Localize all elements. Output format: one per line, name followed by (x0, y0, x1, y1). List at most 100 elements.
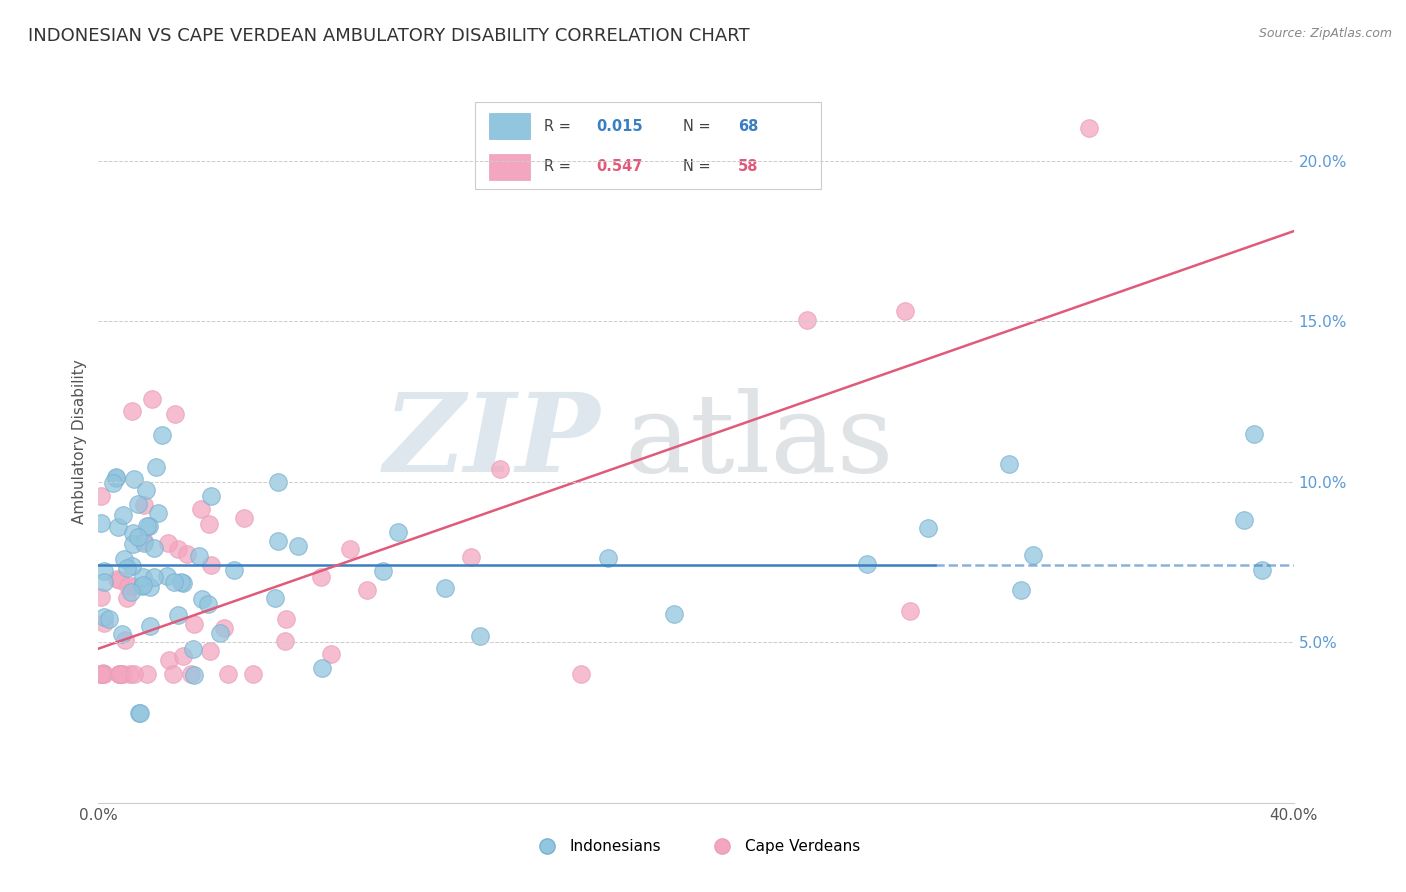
Point (309, 570, 332, 584)
Point (173, 649, 195, 664)
Point (181, 641, 204, 656)
Point (200, 558, 222, 572)
Point (156, 535, 179, 549)
Point (662, 607, 685, 621)
Point (129, 706, 152, 720)
Point (93, 564, 115, 578)
Point (998, 457, 1021, 471)
Point (460, 549, 482, 564)
Legend: Indonesians, Cape Verdeans: Indonesians, Cape Verdeans (526, 833, 866, 860)
Point (114, 632, 136, 647)
Point (103, 475, 125, 490)
Text: atlas: atlas (624, 388, 894, 495)
Point (156, 569, 179, 583)
Point (90, 667, 112, 681)
Point (209, 626, 232, 640)
Point (93, 574, 115, 589)
Point (105, 471, 128, 485)
Point (183, 617, 205, 632)
Text: Source: ZipAtlas.com: Source: ZipAtlas.com (1258, 27, 1392, 40)
Point (110, 667, 132, 681)
Point (596, 550, 619, 565)
Point (217, 667, 239, 681)
Point (112, 552, 135, 566)
Point (93, 609, 115, 624)
Point (274, 634, 297, 648)
Point (90, 667, 112, 681)
Point (165, 407, 187, 421)
Point (135, 483, 157, 498)
Point (162, 667, 184, 681)
Point (107, 667, 129, 681)
Point (111, 627, 134, 641)
Point (157, 653, 180, 667)
Text: ZIP: ZIP (384, 388, 600, 495)
Y-axis label: Ambulatory Disability: Ambulatory Disability (72, 359, 87, 524)
Point (319, 648, 342, 662)
Point (1077, 121, 1099, 136)
Point (176, 548, 198, 562)
Point (433, 581, 456, 595)
Point (224, 563, 246, 577)
Point (264, 591, 287, 606)
Point (120, 585, 142, 599)
Point (132, 570, 155, 584)
Point (172, 575, 194, 590)
Point (339, 542, 361, 557)
Point (162, 574, 184, 589)
Point (198, 516, 221, 531)
Point (132, 578, 155, 592)
Point (197, 597, 219, 611)
Point (107, 520, 129, 534)
Point (856, 557, 879, 571)
Point (90, 667, 112, 681)
Point (139, 619, 162, 633)
Point (232, 511, 254, 525)
Point (134, 534, 156, 549)
Point (145, 459, 167, 474)
Point (93, 616, 115, 631)
Point (212, 621, 235, 635)
Point (499, 169, 522, 184)
Point (373, 564, 395, 578)
Point (131, 579, 153, 593)
Point (122, 578, 145, 592)
Point (287, 539, 309, 553)
Point (136, 667, 159, 681)
Point (311, 661, 333, 675)
Point (120, 667, 142, 681)
Point (121, 403, 143, 417)
Point (1243, 426, 1265, 441)
Point (127, 497, 149, 511)
Point (90, 590, 112, 604)
Point (183, 668, 205, 682)
Point (489, 462, 512, 476)
Point (188, 549, 211, 563)
Point (121, 558, 143, 573)
Point (266, 534, 288, 549)
Point (180, 667, 202, 681)
Point (356, 583, 378, 598)
Point (108, 667, 131, 681)
Point (122, 472, 145, 486)
Point (191, 592, 214, 607)
Point (108, 573, 131, 587)
Point (894, 303, 917, 318)
Point (1022, 548, 1045, 562)
Point (242, 667, 264, 681)
Point (569, 667, 592, 681)
Point (198, 644, 221, 658)
Point (111, 667, 134, 681)
Point (200, 489, 222, 503)
Point (150, 427, 173, 442)
Point (141, 392, 163, 407)
Point (142, 569, 165, 583)
Point (170, 575, 193, 590)
Point (917, 521, 939, 535)
Point (90, 516, 112, 530)
Point (122, 526, 145, 541)
Point (267, 475, 290, 489)
Point (122, 536, 145, 550)
Point (1010, 582, 1032, 597)
Point (1233, 513, 1256, 527)
